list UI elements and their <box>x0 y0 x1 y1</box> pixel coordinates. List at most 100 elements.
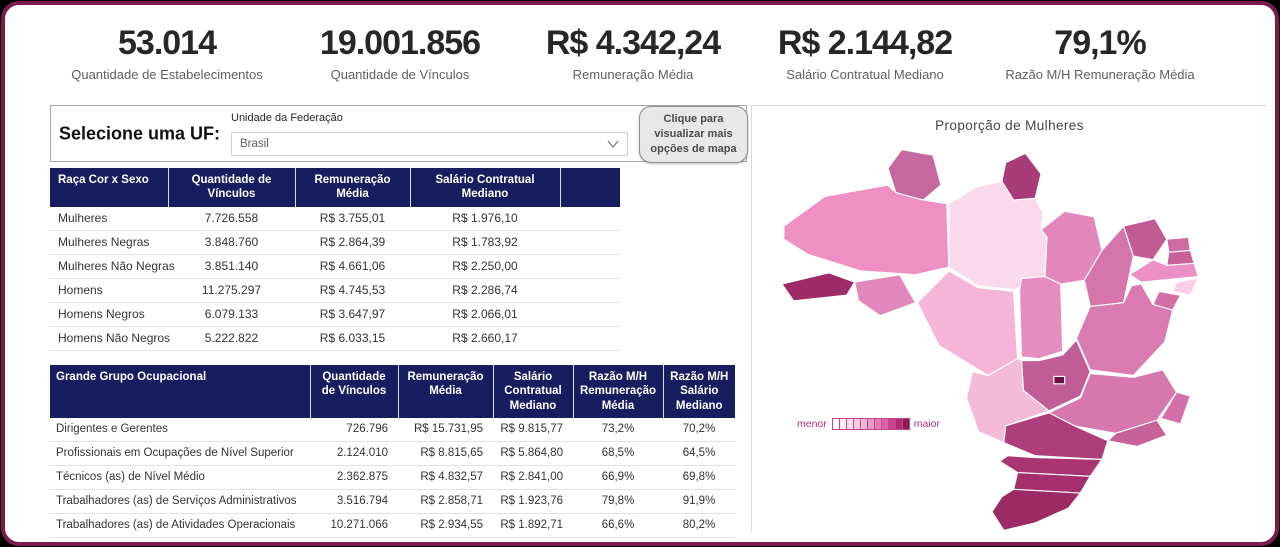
table-cell[interactable]: R$ 2.066,01 <box>410 302 560 327</box>
table-cell[interactable]: R$ 2.934,55 <box>398 513 493 538</box>
table-cell[interactable]: Trabalhadores (as) de Atividades Operaci… <box>50 513 310 538</box>
table-row[interactable]: Homens 11.275.297 R$ 4.745,53 R$ 2.286,74 <box>50 278 620 303</box>
table-cell[interactable]: 3.848.760 <box>168 230 295 255</box>
table-cell[interactable]: R$ 3.647,97 <box>295 302 410 327</box>
dropdown-label: Unidade da Federação <box>231 112 343 124</box>
table-cell[interactable]: R$ 6.033,15 <box>295 326 410 351</box>
table-cell[interactable]: R$ 2.864,39 <box>295 230 410 255</box>
uf-dropdown[interactable]: Brasil <box>231 132 628 156</box>
table-row[interactable]: Mulheres Negras 3.848.760 R$ 2.864,39 R$ 1.… <box>50 230 620 255</box>
table-cell[interactable]: R$ 4.832,57 <box>398 465 493 490</box>
table-cell[interactable]: R$ 1.783,92 <box>410 230 560 255</box>
state-al[interactable] <box>1172 277 1199 296</box>
state-ac[interactable] <box>781 272 856 302</box>
table-cell[interactable]: R$ 2.660,17 <box>410 326 560 351</box>
table-cell[interactable]: 7.726.558 <box>168 206 295 231</box>
table-row[interactable]: Técnicos (as) de Nível Médio 2.362.875 R$ … <box>50 465 735 490</box>
state-ms[interactable] <box>965 358 1050 444</box>
table-cell[interactable]: Dirigentes e Gerentes <box>50 417 310 442</box>
state-rj[interactable] <box>1107 419 1168 447</box>
table-cell[interactable]: 5.222.822 <box>168 326 295 351</box>
table-cell[interactable]: R$ 9.815,77 <box>493 417 573 442</box>
table-row[interactable]: Homens Não Negros 5.222.822 R$ 6.033,15 R$ … <box>50 326 620 351</box>
table-row[interactable]: Mulheres 7.726.558 R$ 3.755,01 R$ 1.976,10 <box>50 206 620 231</box>
state-pe[interactable] <box>1128 259 1199 283</box>
table-cell[interactable]: 64,5% <box>663 441 735 466</box>
table-cell[interactable]: 70,2% <box>663 417 735 442</box>
table-cell[interactable]: 69,8% <box>663 465 735 490</box>
column-header: Razão M/H Salário Mediano <box>663 364 735 418</box>
table-cell[interactable]: 3.516.794 <box>310 489 398 514</box>
state-to[interactable] <box>1018 275 1064 360</box>
table-cell[interactable]: R$ 15.731,95 <box>398 417 493 442</box>
table-cell[interactable]: Homens Não Negros <box>50 326 170 351</box>
table-cell-filler <box>560 326 620 351</box>
map-options-button[interactable]: Clique para visualizar mais opções de ma… <box>639 106 748 163</box>
table-cell[interactable]: R$ 2.250,00 <box>410 254 560 279</box>
table-row[interactable]: Dirigentes e Gerentes 726.796 R$ 15.731,95… <box>50 417 735 442</box>
table-cell[interactable]: R$ 2.858,71 <box>398 489 493 514</box>
table-cell[interactable]: Profissionais em Ocupações de Nível Supe… <box>50 441 310 466</box>
table-cell[interactable]: Trabalhadores (as) de Serviços Administr… <box>50 489 310 514</box>
table-cell[interactable]: 726.796 <box>310 417 398 442</box>
table-cell[interactable]: 11.275.297 <box>168 278 295 303</box>
table-row[interactable]: Homens Negros 6.079.133 R$ 3.647,97 R$ 2.06… <box>50 302 620 327</box>
uf-filter-box: Selecione uma UF: Unidade da Federação B… <box>50 105 748 163</box>
table-cell[interactable]: 73,2% <box>573 417 663 442</box>
legend-swatch <box>901 418 910 430</box>
table-cell[interactable]: 79,8% <box>573 489 663 514</box>
map-legend: menor maior <box>792 418 945 430</box>
table-cell[interactable]: Homens Negros <box>50 302 168 327</box>
state-mg[interactable] <box>1048 369 1178 434</box>
table-cell[interactable]: R$ 4.745,53 <box>295 278 410 303</box>
state-ap[interactable] <box>1001 152 1042 201</box>
table-cell[interactable]: 2.362.875 <box>310 465 398 490</box>
table-row[interactable]: Mulheres Não Negras 3.851.140 R$ 4.661,06 R… <box>50 254 620 279</box>
state-rn[interactable] <box>1166 236 1191 253</box>
kpi-card: 79,1% Razão M/H Remuneração Média <box>975 23 1225 82</box>
table-cell-filler <box>560 254 620 279</box>
table-cell[interactable]: 80,2% <box>663 513 735 538</box>
table-cell[interactable]: 10.271.066 <box>310 513 398 538</box>
table-cell[interactable]: Técnicos (as) de Nível Médio <box>50 465 310 490</box>
table-cell[interactable]: R$ 8.815,65 <box>398 441 493 466</box>
table-cell[interactable]: R$ 2.841,00 <box>493 465 573 490</box>
table-cell[interactable]: 68,5% <box>573 441 663 466</box>
table-cell[interactable]: Mulheres Negras <box>50 230 168 255</box>
table-cell[interactable]: R$ 1.976,10 <box>410 206 560 231</box>
table-cell[interactable]: 66,9% <box>573 465 663 490</box>
table-cell[interactable]: R$ 2.286,74 <box>410 278 560 303</box>
state-es[interactable] <box>1160 391 1191 425</box>
state-ba[interactable] <box>1075 283 1174 377</box>
state-pr[interactable] <box>999 455 1103 477</box>
column-header: Salário Contratual Mediano <box>493 364 574 418</box>
table-cell[interactable]: Homens <box>50 278 168 303</box>
state-mt[interactable] <box>916 270 1019 377</box>
table-cell[interactable]: 66,6% <box>573 513 663 538</box>
table-cell[interactable]: Mulheres <box>50 206 168 231</box>
state-sp[interactable] <box>1003 412 1109 461</box>
table-cell[interactable]: R$ 5.864,80 <box>493 441 573 466</box>
table-cell[interactable]: R$ 3.755,01 <box>295 206 410 231</box>
table-row[interactable]: Trabalhadores (as) de Serviços Administr… <box>50 489 735 514</box>
table-row[interactable]: Profissionais em Ocupações de Nível Supe… <box>50 441 735 466</box>
state-pb[interactable] <box>1166 249 1195 266</box>
table-cell[interactable]: 91,9% <box>663 489 735 514</box>
table-cell[interactable]: 3.851.140 <box>168 254 295 279</box>
state-rs[interactable] <box>991 488 1081 531</box>
table-row[interactable]: Trabalhadores (as) de Atividades Operaci… <box>50 513 735 538</box>
table-cell[interactable]: R$ 1.892,71 <box>493 513 573 538</box>
occupation-table: Grande Grupo Ocupacional Quantidade de Ví… <box>50 364 735 538</box>
table-cell[interactable]: R$ 1.923,76 <box>493 489 573 514</box>
state-ce[interactable] <box>1122 218 1168 261</box>
legend-max-label: maior <box>913 418 941 430</box>
table-cell[interactable]: Mulheres Não Negras <box>50 254 175 279</box>
state-rr[interactable] <box>887 149 942 201</box>
state-df[interactable] <box>1053 375 1066 385</box>
state-ro[interactable] <box>853 274 917 317</box>
table-cell[interactable]: 6.079.133 <box>168 302 295 327</box>
state-am[interactable] <box>783 184 950 276</box>
table-cell[interactable]: 2.124.010 <box>310 441 398 466</box>
table-cell[interactable]: R$ 4.661,06 <box>295 254 410 279</box>
